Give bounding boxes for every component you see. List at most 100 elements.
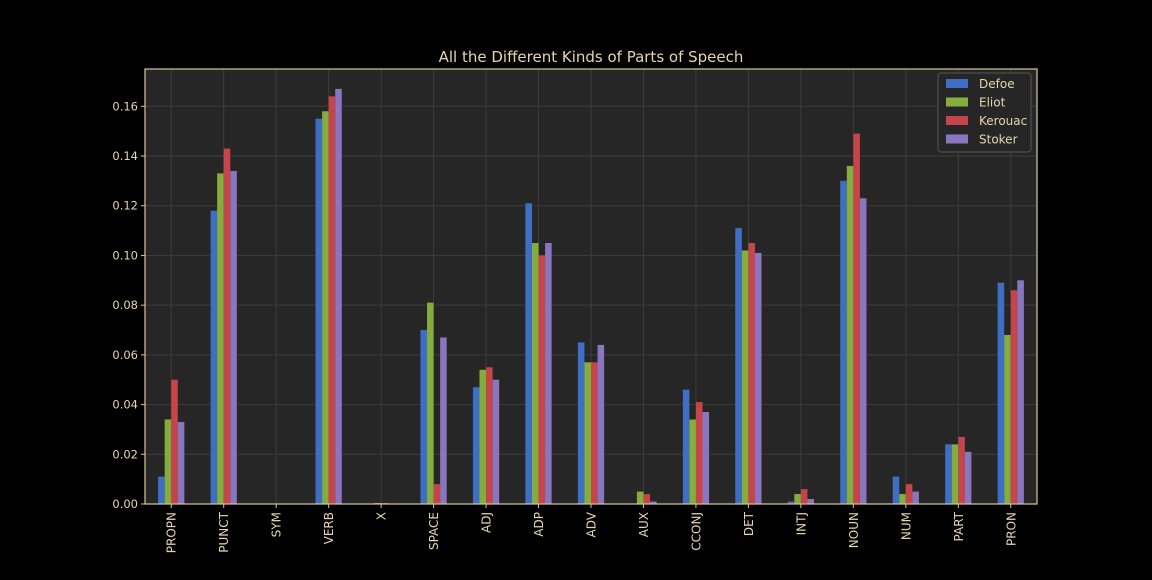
bar-stoker-adp [545,243,552,504]
bar-kerouac-propn [171,379,178,504]
bar-stoker-pron [1017,280,1024,504]
bar-eliot-punct [217,173,224,504]
y-tick-label: 0.14 [112,149,138,163]
y-tick-label: 0.06 [112,348,138,362]
bar-eliot-det [741,250,749,504]
bar-kerouac-det [748,243,755,504]
bar-stoker-space [440,337,447,504]
bar-defoe-punct [210,210,218,504]
bar-kerouac-space [433,484,441,504]
bar-defoe-pron [997,282,1005,504]
bar-kerouac-num [905,484,913,504]
bar-eliot-noun [846,165,854,504]
bar-stoker-part [964,451,972,504]
x-tick-label: NUM [899,512,913,540]
bar-eliot-space [427,302,434,504]
legend-swatch [946,134,968,144]
bar-eliot-propn [164,419,172,504]
legend-label: Defoe [979,77,1015,91]
y-tick-label: 0.12 [112,199,138,213]
bar-stoker-cconj [702,412,710,504]
bar-kerouac-adp [538,255,546,504]
bar-eliot-adp [531,243,539,504]
x-tick-label: SPACE [427,512,441,550]
bar-defoe-num [892,476,900,504]
bar-defoe-adv [577,342,585,504]
bar-defoe-space [420,330,428,504]
bar-kerouac-noun [853,133,860,504]
bar-stoker-adv [597,344,605,504]
legend-box [937,72,1032,153]
bar-eliot-part [951,444,959,504]
bar-eliot-num [899,494,906,504]
bar-kerouac-verb [328,96,336,504]
x-tick-label: PART [952,511,966,541]
x-tick-label: NOUN [847,512,861,548]
bar-eliot-adj [479,369,487,504]
legend-swatch [946,116,968,125]
bar-stoker-aux [650,501,657,504]
x-axis: PROPN PUNCT SYM VERB X SPACE ADJ ADP ADV AUX CCONJ… [165,504,1018,553]
y-tick-label: 0.16 [112,99,138,113]
bar-defoe-intj [787,501,795,504]
bar-stoker-verb [335,88,342,504]
x-tick-label: ADV [585,511,599,537]
y-axis: 0.00 0.02 0.04 0.06 0.08 0.10 0.12 0.14 0.16 [112,99,145,511]
bar-defoe-det [735,228,742,505]
x-tick-label: ADJ [480,512,494,533]
bars [158,88,1024,505]
chart-title: All the Different Kinds of Parts of Spee… [439,48,744,66]
x-tick-label: ADP [532,512,546,537]
bar-defoe-cconj [682,389,690,504]
legend-label: Kerouac [979,114,1027,128]
bar-eliot-aux [636,491,644,504]
y-tick-label: 0.08 [112,298,138,312]
legend-swatch [946,97,968,107]
bar-stoker-adj [492,379,500,504]
x-tick-label: AUX [637,512,651,537]
bar-defoe-adp [525,203,532,504]
y-tick-label: 0.04 [112,398,138,412]
bar-kerouac-adv [591,362,598,504]
bar-stoker-intj [807,499,814,504]
bar-kerouac-adj [486,367,493,504]
bar-defoe-propn [158,476,165,504]
legend-label: Stoker [979,133,1018,147]
y-tick-label: 0.10 [112,248,138,262]
legend-label: Eliot [979,96,1006,110]
bar-kerouac-punct [223,148,231,505]
x-tick-label: CCONJ [689,512,703,551]
bar-kerouac-aux [643,494,651,504]
bar-eliot-verb [322,111,329,504]
bar-kerouac-part [958,436,965,504]
bar-stoker-noun [859,198,867,504]
x-tick-label: X [375,512,389,520]
x-tick-label: PRON [1004,512,1018,546]
bar-stoker-propn [177,421,185,504]
bar-eliot-cconj [689,419,696,504]
bar-kerouac-cconj [695,402,703,504]
bar-stoker-det [754,252,762,504]
bar-stoker-punct [230,170,237,504]
bar-defoe-adj [472,387,480,504]
x-tick-label: PUNCT [217,511,231,552]
bar-kerouac-pron [1010,290,1018,504]
legend-swatch [946,79,968,88]
y-tick-label: 0.02 [112,447,138,461]
bar-eliot-intj [794,494,801,504]
bar-defoe-part [945,444,952,504]
x-tick-label: VERB [322,512,336,544]
bar-defoe-verb [315,118,323,504]
x-tick-label: DET [742,511,756,536]
bar-stoker-num [912,491,919,504]
bar-defoe-noun [840,180,847,504]
x-tick-label: SYM [270,512,284,537]
y-tick-label: 0.00 [112,497,138,511]
x-tick-label: INTJ [794,512,808,535]
bar-eliot-pron [1004,334,1011,504]
bar-eliot-adv [584,362,591,504]
bar-kerouac-intj [800,489,808,504]
x-tick-label: PROPN [165,512,179,553]
legend: Defoe Eliot Kerouac Stoker [937,72,1032,153]
